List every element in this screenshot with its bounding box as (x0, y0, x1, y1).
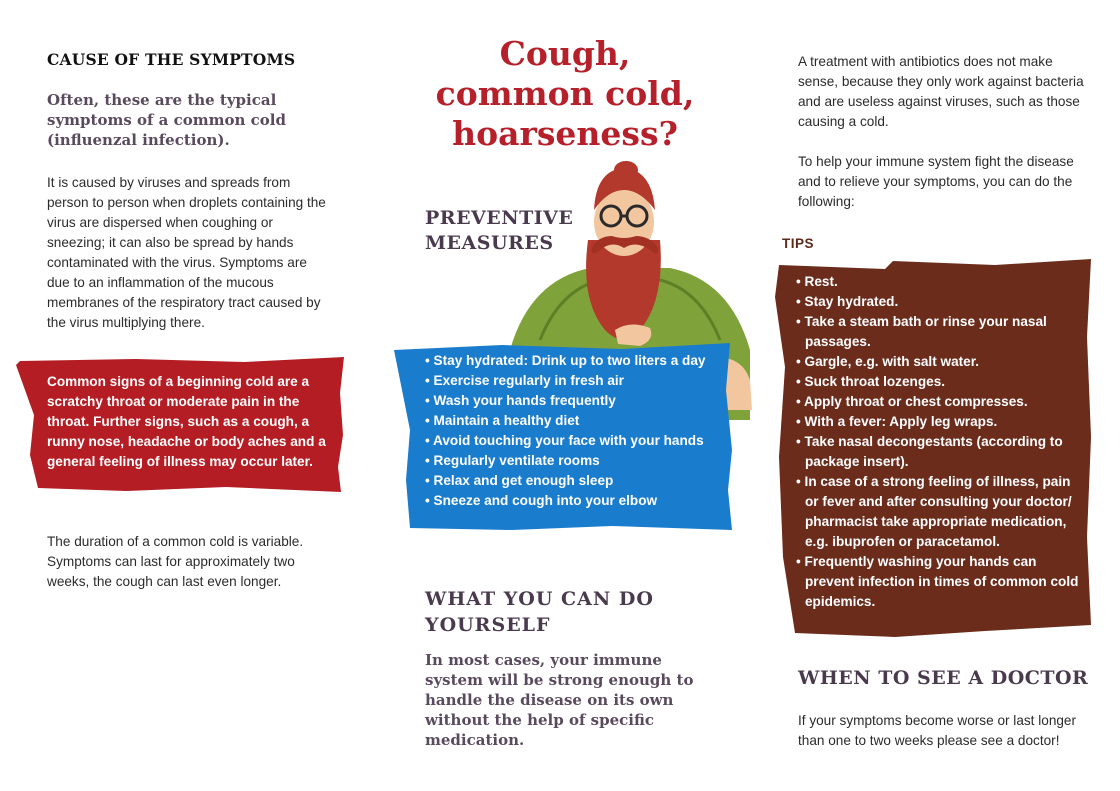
list-item: Take a steam bath or rinse your nasal pa… (796, 312, 1081, 352)
tips-box: Rest. Stay hydrated. Take a steam bath o… (775, 257, 1093, 640)
list-item: Stay hydrated. (796, 292, 1081, 312)
signs-callout-text: Common signs of a beginning cold are a s… (47, 374, 326, 469)
list-item: Gargle, e.g. with salt water. (796, 352, 1081, 372)
list-item: Sneeze and cough into your elbow (425, 491, 705, 511)
whatcan-title-line: YOURSELF (425, 614, 551, 636)
what-you-can-do-text: In most cases, your immune system will b… (425, 651, 694, 749)
list-item: Avoid touching your face with your hands (425, 431, 705, 451)
list-item: Wash your hands frequently (425, 391, 705, 411)
cause-body-text: It is caused by viruses and spreads from… (47, 175, 326, 330)
title-line: Cough, (499, 34, 631, 73)
when-to-see-doctor-text: If your symptoms become worse or last lo… (798, 713, 1077, 748)
signs-callout-box: Common signs of a beginning cold are a s… (16, 355, 346, 495)
immune-text: To help your immune system fight the dis… (798, 154, 1074, 209)
red-brush-shape (16, 357, 344, 492)
duration-text: The duration of a common cold is variabl… (47, 534, 304, 589)
cause-title: CAUSE OF THE SYMPTOMS (47, 50, 296, 69)
list-item: Take nasal decongestants (according to p… (796, 432, 1081, 472)
what-you-can-do-title: WHAT YOU CAN DO YOURSELF (425, 586, 654, 638)
list-item: Rest. (796, 272, 1081, 292)
preventive-title: PREVENTIVE MEASURES (425, 206, 573, 256)
preventive-title-line: PREVENTIVE (425, 207, 574, 229)
list-item: Relax and get enough sleep (425, 471, 705, 491)
cause-subtitle: Often, these are the typical symptoms of… (47, 91, 286, 149)
whatcan-title-line: WHAT YOU CAN DO (425, 588, 654, 610)
preventive-title-line: MEASURES (425, 232, 554, 254)
list-item: Regularly ventilate rooms (425, 451, 705, 471)
list-item: With a fever: Apply leg wraps. (796, 412, 1081, 432)
list-item: In case of a strong feeling of illness, … (796, 472, 1081, 552)
when-to-see-doctor-title: WHEN TO SEE A DOCTOR (798, 667, 1089, 689)
tips-list: Rest. Stay hydrated. Take a steam bath o… (796, 272, 1081, 612)
list-item: Frequently washing your hands can preven… (796, 552, 1081, 612)
list-item: Exercise regularly in fresh air (425, 371, 705, 391)
antibiotics-text: A treatment with antibiotics does not ma… (798, 54, 1084, 129)
tips-label: TIPS (782, 236, 815, 251)
list-item: Maintain a healthy diet (425, 411, 705, 431)
list-item: Stay hydrated: Drink up to two liters a … (425, 351, 706, 371)
preventive-box: Stay hydrated: Drink up to two liters a … (392, 340, 737, 532)
list-item: Apply throat or chest compresses. (796, 392, 1081, 412)
preventive-list: Stay hydrated: Drink up to two liters a … (425, 351, 705, 511)
main-title: Cough, common cold, hoarseness? (420, 34, 710, 154)
title-line: hoarseness? (452, 114, 678, 153)
list-item: Suck throat lozenges. (796, 372, 1081, 392)
title-line: common cold, (435, 74, 695, 113)
